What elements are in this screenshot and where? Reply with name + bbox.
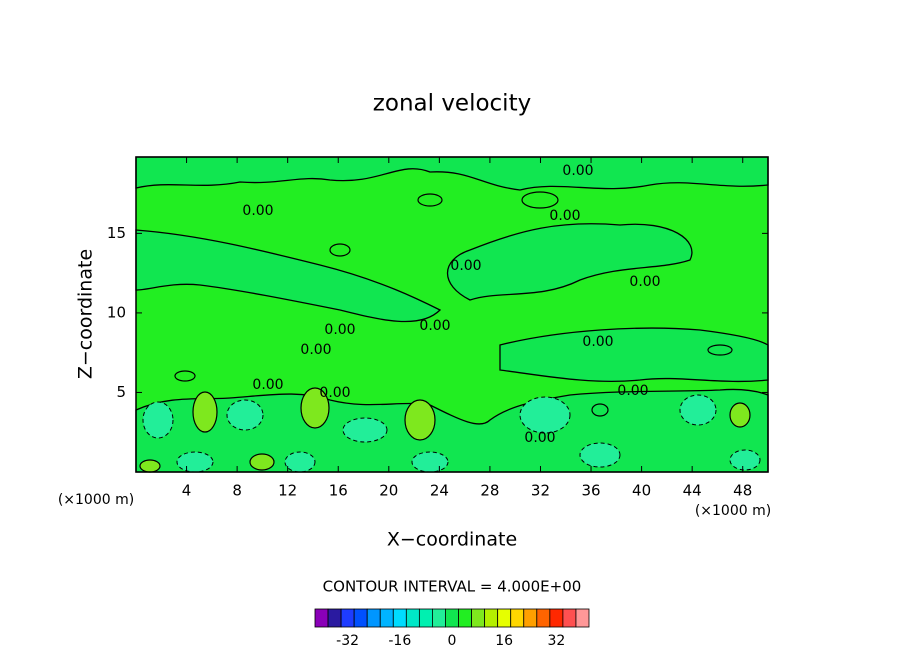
colorbar-swatch xyxy=(458,608,472,628)
x-axis-label: X−coordinate xyxy=(387,529,517,551)
x-unit-label: (×1000 m) xyxy=(58,492,134,508)
contour-region xyxy=(342,417,388,443)
contour-label: 0.00 xyxy=(242,203,273,219)
colorbar-tick-label: 16 xyxy=(495,633,513,649)
contour-label: 0.00 xyxy=(629,274,660,290)
x-tick-label: 32 xyxy=(531,482,550,500)
x-tick-label: 28 xyxy=(480,482,499,500)
contour-region xyxy=(679,394,717,426)
contour-region xyxy=(139,459,161,473)
contour-region xyxy=(519,396,571,434)
colorbar-swatch xyxy=(575,608,590,628)
colorbar-swatch xyxy=(510,608,525,628)
contour-label: 0.00 xyxy=(617,383,648,399)
contour-region xyxy=(284,451,316,473)
contour-label: 0.00 xyxy=(419,318,450,334)
x-tick-label: 8 xyxy=(232,482,242,500)
contour-label: 0.00 xyxy=(524,430,555,446)
contour-region xyxy=(192,391,218,433)
contour-label: 0.00 xyxy=(300,342,331,358)
contour-line xyxy=(174,370,196,382)
colorbar-swatch xyxy=(523,608,538,628)
contour-label: 0.00 xyxy=(319,385,350,401)
contour-line xyxy=(707,344,733,356)
contour-line xyxy=(417,193,443,207)
x-tick-label: 4 xyxy=(182,482,192,500)
colorbar-swatch xyxy=(340,608,355,628)
x-tick-label: 44 xyxy=(683,482,702,500)
contour-region xyxy=(404,399,436,441)
x-unit-label: (×1000 m) xyxy=(695,503,771,519)
y-tick-label: 5 xyxy=(116,383,126,401)
contour-label: 0.00 xyxy=(450,258,481,274)
contour-line xyxy=(521,191,559,209)
colorbar-swatch xyxy=(405,608,420,628)
plot-frame xyxy=(135,156,769,473)
contour-field: 0.00 0.00 0.00 0.00 0.00 0.00 0.00 0.00 0.00 0.00… xyxy=(135,156,769,473)
colorbar-swatch xyxy=(471,608,486,628)
y-tick-label: 15 xyxy=(107,224,126,242)
x-tick-label: 16 xyxy=(329,482,348,500)
contour-label: 0.00 xyxy=(549,208,580,224)
colorbar-swatch xyxy=(445,608,459,628)
contour-line xyxy=(329,243,351,257)
contour-region xyxy=(300,387,330,429)
colorbar-swatch xyxy=(353,608,368,628)
colorbar-swatch xyxy=(366,608,381,628)
colorbar-swatch xyxy=(392,608,407,628)
contour-region xyxy=(135,156,769,191)
colorbar-swatch xyxy=(314,608,329,628)
colorbar-tick-label: -32 xyxy=(336,633,359,649)
colorbar-swatch xyxy=(549,608,564,628)
contour-label: 0.00 xyxy=(324,322,355,338)
contour-region xyxy=(249,453,275,471)
x-tick-label: 48 xyxy=(733,482,752,500)
x-tick-label: 24 xyxy=(430,482,449,500)
x-tick-label: 12 xyxy=(278,482,297,500)
contour-region xyxy=(135,229,442,323)
y-axis-label: Z−coordinate xyxy=(75,249,97,379)
colorbar-swatch xyxy=(484,608,499,628)
contour-label: 0.00 xyxy=(582,334,613,350)
contour-region xyxy=(579,442,621,468)
contour-label: 0.00 xyxy=(562,163,593,179)
colorbar-swatch xyxy=(432,608,446,628)
colorbar-swatch xyxy=(418,608,433,628)
colorbar-tick-label: 32 xyxy=(547,633,565,649)
y-tick-label: 10 xyxy=(107,303,126,321)
contour-region xyxy=(142,401,174,439)
colorbar-swatch xyxy=(497,608,512,628)
contour-region xyxy=(729,402,751,428)
colorbar-swatch xyxy=(562,608,577,628)
chart-title: zonal velocity xyxy=(373,91,531,117)
colorbar-tick-label: 0 xyxy=(448,633,457,649)
contour-region xyxy=(729,449,761,471)
contour-region xyxy=(446,223,693,301)
contour-interval: CONTOUR INTERVAL = 4.000E+00 xyxy=(323,578,582,596)
contour-region xyxy=(411,451,449,473)
contour-region xyxy=(226,399,264,431)
x-tick-label: 40 xyxy=(632,482,651,500)
colorbar-tick-label: -16 xyxy=(388,633,411,649)
colorbar-swatch xyxy=(379,608,394,628)
colorbar-swatch xyxy=(327,608,342,628)
x-tick-label: 36 xyxy=(581,482,600,500)
contour-line xyxy=(591,403,609,417)
contour-label: 0.00 xyxy=(252,377,283,393)
colorbar-swatch xyxy=(536,608,551,628)
contour-region xyxy=(176,451,214,473)
x-tick-label: 20 xyxy=(379,482,398,500)
